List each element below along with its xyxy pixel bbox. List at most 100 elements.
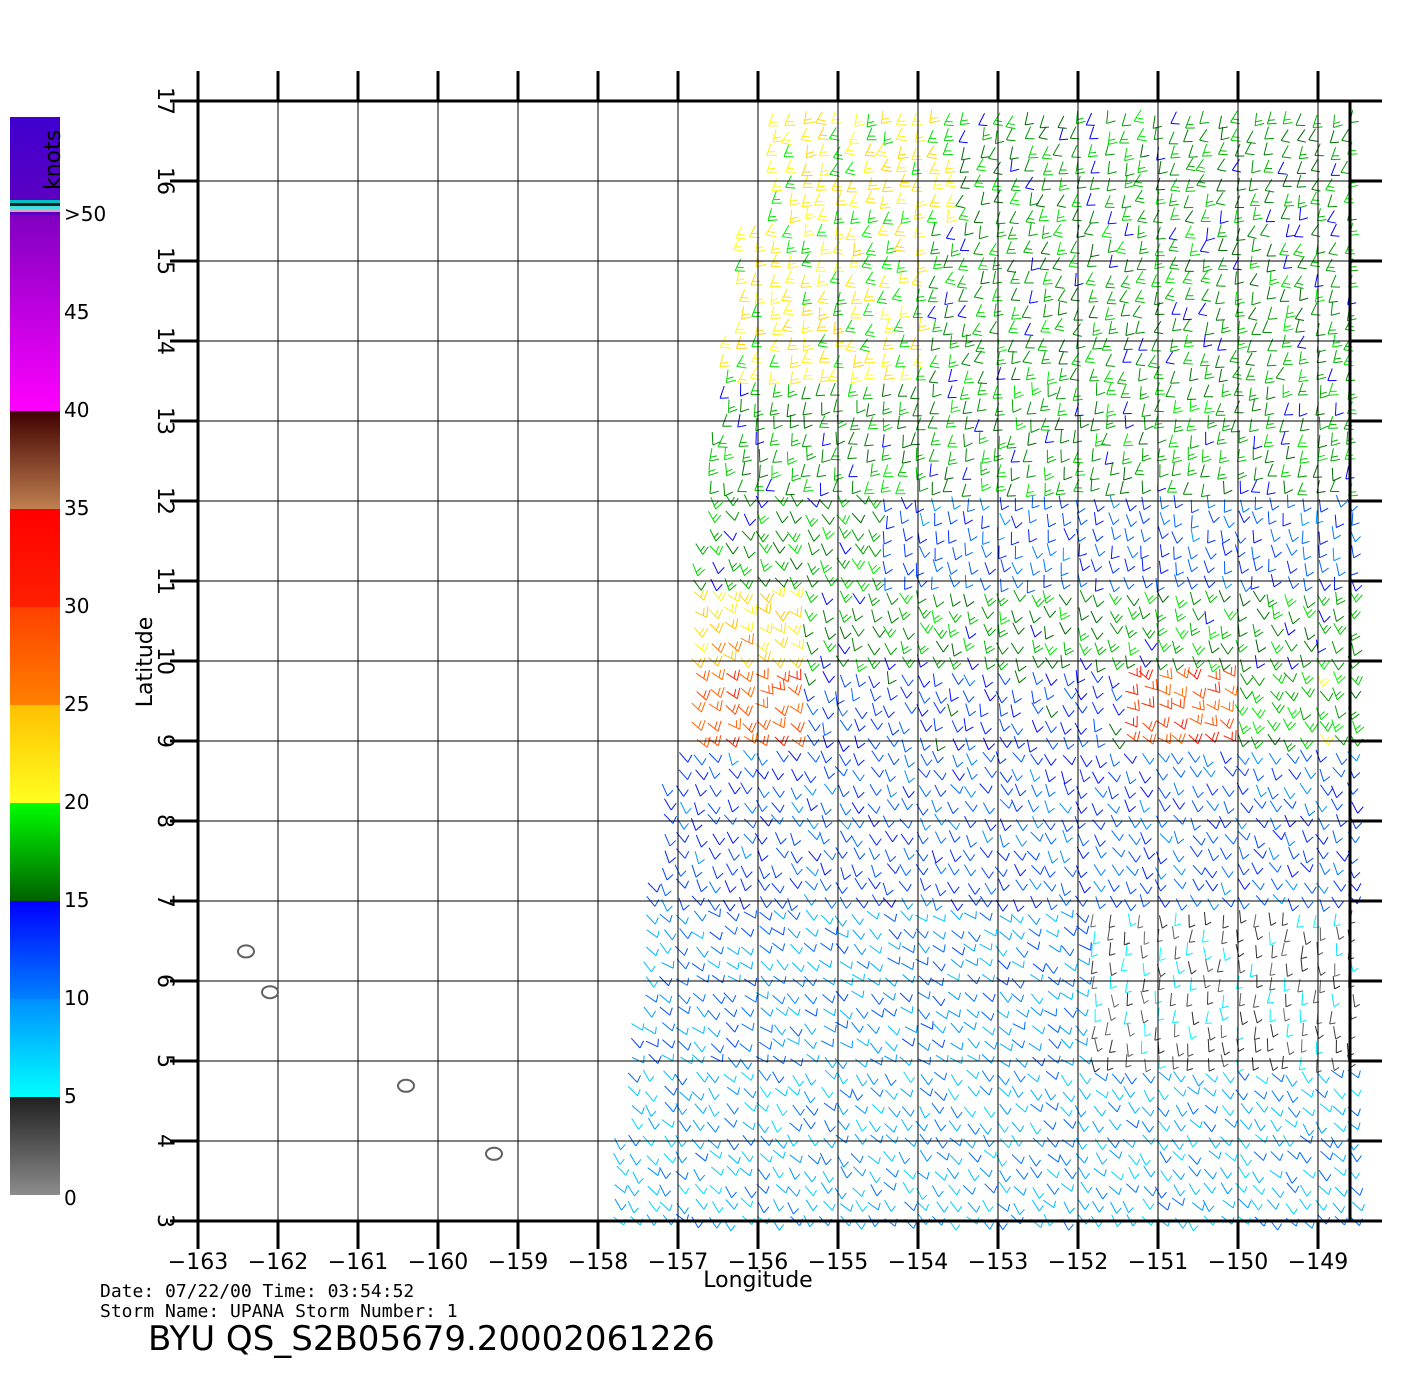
- wind-barb: [735, 226, 746, 240]
- wind-barb: [903, 928, 917, 939]
- wind-barb: [1186, 417, 1197, 432]
- wind-barb: [1156, 1106, 1170, 1117]
- wind-barb: [768, 113, 779, 127]
- wind-barb: [1270, 878, 1283, 891]
- wind-barb: [1240, 802, 1254, 814]
- wind-barb: [887, 687, 898, 701]
- island-outline: [485, 1146, 503, 1161]
- wind-barb: [771, 802, 785, 813]
- wind-barb: [1143, 931, 1150, 945]
- wind-barb: [932, 961, 946, 972]
- wind-barb: [932, 656, 946, 669]
- wind-barb: [947, 434, 958, 448]
- wind-barb: [1138, 669, 1154, 681]
- wind-barb: [820, 543, 834, 556]
- wind-barb: [743, 545, 756, 559]
- wind-barb: [1332, 830, 1343, 844]
- wind-barb: [959, 386, 970, 400]
- wind-barb: [1319, 927, 1326, 941]
- wind-barb: [1090, 1059, 1101, 1073]
- wind-barb: [707, 813, 721, 825]
- wind-barb: [1266, 1038, 1274, 1052]
- wind-barb: [1122, 401, 1132, 415]
- wind-barb: [1301, 1071, 1313, 1084]
- wind-barb: [996, 851, 1010, 862]
- wind-barb: [1121, 113, 1132, 127]
- wind-barb: [803, 688, 815, 702]
- wind-barb: [1282, 513, 1292, 527]
- wind-barb: [1224, 1152, 1238, 1162]
- wind-barb: [1266, 594, 1278, 608]
- wind-barb: [803, 415, 813, 429]
- wind-barb: [984, 593, 997, 607]
- lat-tick-label: 4: [152, 1134, 177, 1148]
- wind-barb: [1219, 210, 1229, 225]
- wind-barb: [771, 768, 785, 781]
- wind-barb: [837, 1155, 849, 1168]
- wind-barb: [1109, 962, 1117, 977]
- wind-barb: [1283, 255, 1293, 269]
- wind-barb: [947, 1009, 961, 1018]
- wind-barb: [1285, 304, 1296, 319]
- wind-barb: [1349, 958, 1359, 973]
- wind-barb: [1045, 1102, 1059, 1111]
- wind-barb: [1328, 382, 1339, 396]
- wind-barb: [1125, 881, 1137, 895]
- wind-barb: [995, 899, 1009, 912]
- wind-barb: [707, 960, 721, 969]
- wind-barb: [838, 784, 850, 798]
- wind-barb: [854, 543, 869, 555]
- wind-barb: [885, 1168, 899, 1178]
- wind-barb: [613, 1153, 625, 1165]
- wind-barb: [1295, 319, 1305, 333]
- wind-barb: [881, 255, 892, 270]
- wind-barb: [1237, 623, 1248, 638]
- wind-barb: [950, 1106, 963, 1119]
- wind-barb: [931, 799, 943, 813]
- wind-barb: [1206, 783, 1219, 796]
- wind-barb: [1253, 467, 1264, 481]
- wind-barb: [707, 803, 721, 815]
- wind-barb: [919, 878, 932, 891]
- wind-barb: [1159, 544, 1170, 558]
- wind-barb: [1352, 1201, 1365, 1212]
- wind-barb: [867, 657, 881, 670]
- wind-barb: [1010, 913, 1024, 924]
- wind-barb: [879, 195, 891, 210]
- wind-barb: [1075, 865, 1088, 878]
- wind-barb: [1010, 449, 1020, 463]
- wind-barb: [998, 1087, 1012, 1097]
- lon-tick-label: −149: [1288, 1250, 1348, 1275]
- wind-barb: [789, 192, 801, 206]
- wind-barb: [1253, 1026, 1261, 1040]
- wind-barb: [661, 1119, 675, 1128]
- colorbar-label: 5: [64, 1084, 77, 1108]
- wind-barb: [1315, 800, 1328, 813]
- wind-barb: [893, 238, 906, 252]
- wind-barb: [1095, 382, 1106, 396]
- wind-barb: [1297, 129, 1307, 143]
- wind-barb: [755, 734, 770, 747]
- wind-barb: [917, 991, 931, 1000]
- wind-barb: [1235, 1089, 1248, 1101]
- wind-barb: [1138, 606, 1151, 620]
- wind-barb: [1268, 931, 1277, 946]
- wind-barb: [1124, 799, 1136, 813]
- colorbar-stripe: [10, 209, 60, 212]
- wind-barb: [982, 1026, 996, 1036]
- wind-barb: [885, 515, 895, 530]
- wind-barb: [1012, 752, 1026, 763]
- wind-barb: [1189, 766, 1203, 778]
- wind-barb: [1123, 433, 1134, 447]
- wind-barb: [765, 478, 775, 492]
- wind-barb: [1315, 707, 1329, 721]
- wind-barb: [1126, 545, 1139, 559]
- wind-barb: [1059, 367, 1069, 382]
- wind-barb: [866, 1073, 879, 1085]
- wind-barb: [1234, 209, 1245, 224]
- wind-barb: [693, 579, 707, 591]
- wind-barb: [1304, 627, 1316, 641]
- wind-barb: [862, 386, 873, 400]
- wind-barb: [964, 800, 978, 812]
- lon-tick-label: −163: [168, 1250, 228, 1275]
